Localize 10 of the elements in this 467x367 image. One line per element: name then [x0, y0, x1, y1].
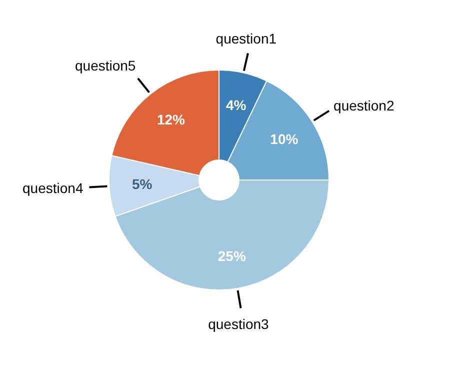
data-label: 10%	[270, 130, 299, 147]
data-label: 4%	[226, 96, 247, 113]
slice-label: question4	[22, 180, 84, 196]
data-label: 25%	[218, 248, 246, 264]
data-label: 5%	[132, 176, 153, 192]
data-label: 12%	[156, 112, 186, 128]
slice-label: question2	[334, 97, 394, 114]
slice-label: question1	[216, 30, 277, 47]
slice-label: question3	[208, 316, 270, 332]
slice-label: question5	[74, 58, 136, 74]
